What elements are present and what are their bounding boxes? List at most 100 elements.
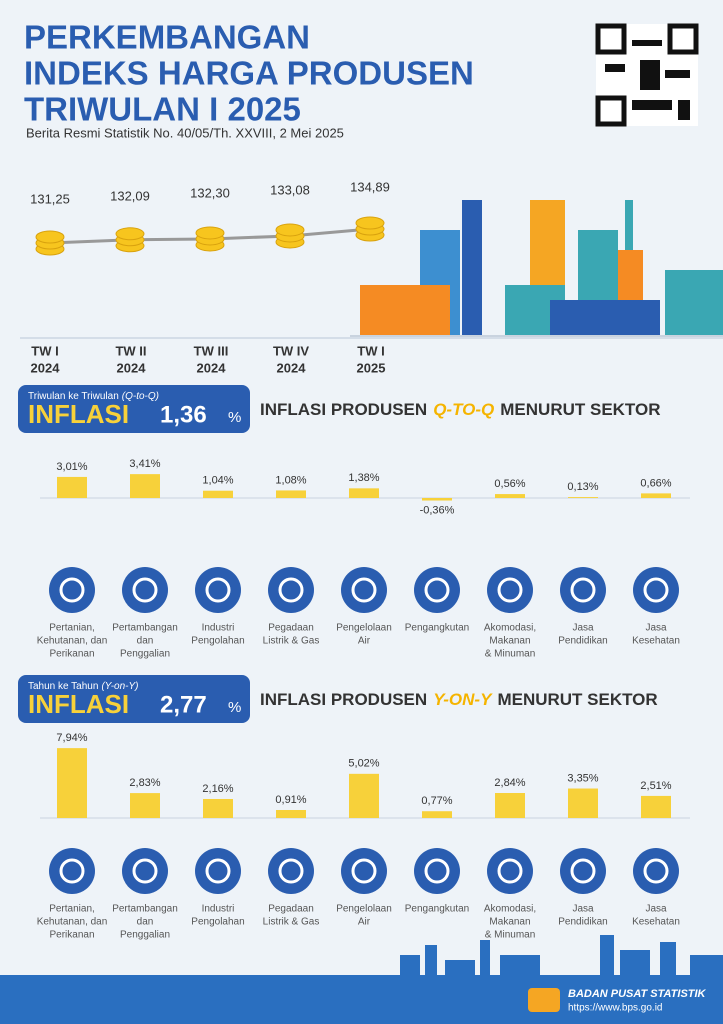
sector-label: Pendidikan [558,636,607,647]
sector-icon-inner [351,858,377,884]
sector-icon-inner [351,577,377,603]
bar [568,788,598,818]
bar [57,748,87,818]
bar-value-label: 2,51% [640,780,671,792]
sector-icon-inner [278,858,304,884]
bar [203,490,233,498]
sector-icon [560,567,606,613]
sector-label: Jasa [572,904,594,915]
bar [641,795,671,818]
bar-value-label: 0,13% [567,481,598,493]
sector-label: Pengangkutan [405,623,470,634]
sector-label: Pengelolaan [336,904,392,915]
sector-icon [122,848,168,894]
sector-label: Kesehatan [632,636,680,647]
bps-logo [528,988,560,1012]
trend-value-label: 133,08 [270,182,310,197]
trend-category: TW I [31,343,58,358]
sector-icon [268,567,314,613]
sector-icon [414,848,460,894]
sector-label: Pertambangan [112,904,178,915]
heading-part: INFLASI PRODUSEN [260,690,427,709]
sector-icon-inner [59,577,85,603]
inflation-box [18,385,250,433]
sector-label: Penggalian [120,649,170,660]
trend-category: TW I [357,343,384,358]
sector-icon-inner [205,577,231,603]
coin-stack [115,227,145,253]
trend-category: TW II [115,343,146,358]
sector-label: Jasa [645,904,667,915]
sector-label: Penggalian [120,930,170,941]
org-name: BADAN PUSAT STATISTIK [568,988,707,1000]
bar [641,493,671,498]
bar-value-label: 5,02% [348,758,379,770]
box-caption: Triwulan ke Triwulan (Q-to-Q) [28,391,159,402]
trend-category: 2024 [31,360,61,375]
bar [276,490,306,498]
sector-icon [268,848,314,894]
sector-icon-inner [570,577,596,603]
sector-label: Pertambangan [112,623,178,634]
sector-label: Pengangkutan [405,904,470,915]
sector-label: Listrik & Gas [263,917,320,928]
sector-icon-inner [205,858,231,884]
subtitle: Berita Resmi Statistik No. 40/05/Th. XXV… [26,125,344,140]
sector-icon-inner [424,577,450,603]
sector-label: dan [137,917,154,928]
bar [130,474,160,498]
sector-label: Akomodasi, [484,904,536,915]
bar-value-label: 0,56% [494,478,525,490]
sector-icon [341,567,387,613]
skyline [400,935,723,975]
sector-icon-inner [570,858,596,884]
trend-value-label: 134,89 [350,179,390,194]
title-line: INDEKS HARGA PRODUSEN [24,55,474,92]
sector-label: Pertanian, [49,904,95,915]
bar-value-label: 0,77% [421,795,452,807]
sector-label: Pengolahan [191,636,244,647]
sector-icon-inner [424,858,450,884]
coin [115,227,145,241]
sector-label: Industri [202,904,235,915]
sector-label: Pertanian, [49,623,95,634]
sector-label: dan [137,636,154,647]
sector-icon [414,567,460,613]
trend-category: TW IV [273,343,309,358]
sector-icon [195,848,241,894]
sector-icon [195,567,241,613]
box-word: INFLASI [28,689,129,719]
bar-value-label: 0,66% [640,477,671,489]
box-caption: Tahun ke Tahun (Y-on-Y) [28,681,138,692]
caption-em: (Y-on-Y) [101,681,138,692]
sector-label: & Minuman [485,649,536,660]
bar-value-label: 1,08% [275,474,306,486]
sector-label: Pengelolaan [336,623,392,634]
trend-category: 2025 [357,360,386,375]
section-heading: INFLASI PRODUSEN Y-ON-Y MENURUT SEKTOR [260,690,658,709]
caption-text: Triwulan ke Triwulan [28,391,119,402]
sector-label: Kehutanan, dan [37,636,108,647]
factory [350,200,723,338]
heading-part: MENURUT SEKTOR [497,690,657,709]
section-heading: INFLASI PRODUSEN Q-TO-Q MENURUT SEKTOR [260,400,661,419]
bar [495,793,525,818]
heading-part: Q-TO-Q [433,400,494,419]
sector-icon-inner [278,577,304,603]
trend-value-label: 132,09 [110,188,150,203]
sector-label: Makanan [489,636,530,647]
box-value: 2,77 [160,691,207,718]
coin [275,223,305,237]
trend-category: 2024 [197,360,227,375]
sector-label: Pengolahan [191,917,244,928]
box-value: 1,36 [160,401,207,428]
bar-value-label: 3,41% [129,458,160,470]
inflation-box [18,675,250,723]
coin [35,230,65,244]
sector-label: Pegadaan [268,623,314,634]
sector-label: & Minuman [485,930,536,941]
caption-em: (Q-to-Q) [122,391,159,402]
sector-icon-inner [59,858,85,884]
trend-category: 2024 [117,360,147,375]
